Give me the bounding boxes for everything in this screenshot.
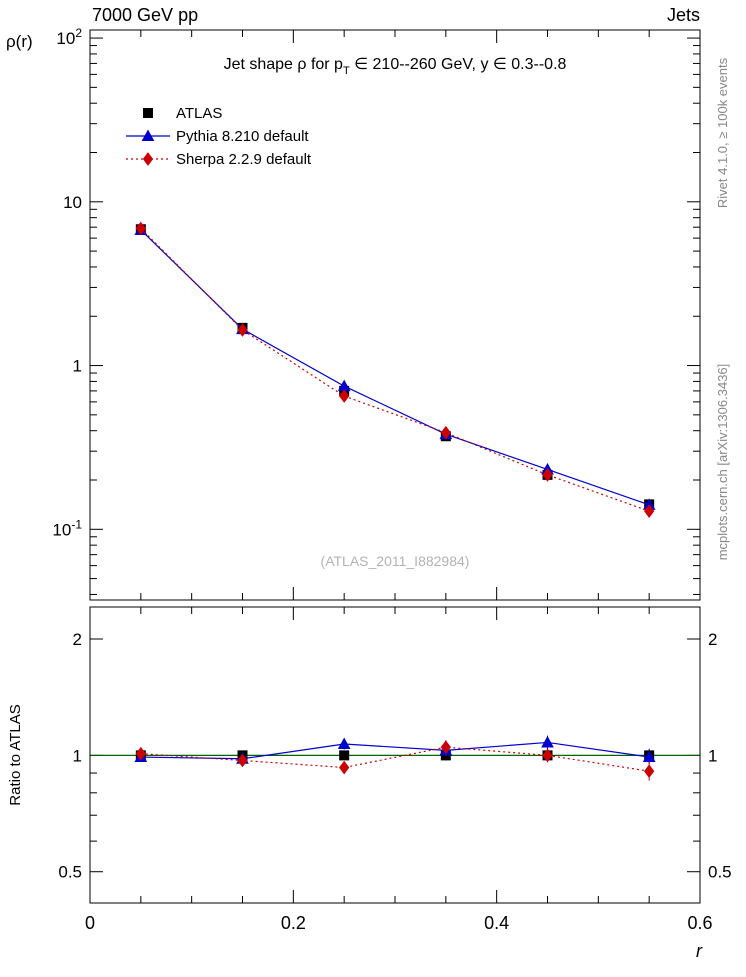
data-point-marker bbox=[237, 323, 248, 337]
series-line-ratio bbox=[140, 741, 650, 760]
plot-title-main: Jet shape ρ for p bbox=[224, 56, 343, 73]
x-tick-label: 0.2 bbox=[281, 913, 306, 933]
legend-marker bbox=[142, 152, 154, 166]
data-point-marker bbox=[644, 504, 655, 519]
y-tick-label: 10 bbox=[63, 193, 82, 212]
y-axis-label: ρ(r) bbox=[6, 32, 33, 51]
x-tick-label: 0.6 bbox=[687, 913, 712, 933]
watermark-text: (ATLAS_2011_I882984) bbox=[321, 553, 470, 569]
axes-and-data-layer: 0 0.2 0.4 0.6 102 10 1 10-1 2 2 1 1 0.5 0.5 bbox=[52, 26, 731, 933]
main-panel-frame bbox=[89, 29, 701, 601]
ratio-tick-label-left: 2 bbox=[73, 630, 82, 649]
ratio-point-marker bbox=[440, 740, 451, 755]
y-tick-label: 10-1 bbox=[52, 517, 82, 539]
plot-title-rest: ∈ 210--260 GeV, y ∈ 0.3--0.8 bbox=[350, 56, 567, 73]
top-right-title: Jets bbox=[667, 5, 700, 25]
ratio-point-marker bbox=[542, 748, 553, 763]
ratio-tick-label-right: 2 bbox=[708, 630, 717, 649]
series-line-main bbox=[140, 228, 650, 512]
legend-label-atlas: ATLAS bbox=[176, 105, 222, 122]
ratio-panel-frame bbox=[89, 606, 701, 904]
y-tick-label: 102 bbox=[56, 26, 82, 48]
ratio-tick-label-right: 0.5 bbox=[708, 863, 732, 882]
legend-label-sherpa: Sherpa 2.2.9 default bbox=[176, 151, 312, 168]
x-axis-label: r bbox=[696, 941, 703, 961]
ratio-point-marker bbox=[135, 746, 146, 761]
mcplots-citation-text: mcplots.cern.ch [arXiv:1306.3436] bbox=[715, 364, 730, 561]
plot-title: Jet shape ρ for pT ∈ 210--260 GeV, y ∈ 0… bbox=[224, 56, 567, 77]
ratio-point-marker bbox=[541, 735, 554, 748]
ratio-point-marker bbox=[642, 750, 656, 763]
ratio-tick-label-left: 1 bbox=[73, 746, 82, 765]
ratio-tick-label-right: 1 bbox=[708, 746, 717, 765]
top-left-title: 7000 GeV pp bbox=[92, 5, 198, 25]
x-tick-label: 0 bbox=[85, 913, 95, 933]
legend-marker bbox=[141, 129, 155, 141]
legend-marker bbox=[143, 108, 153, 118]
legend-label-pythia: Pythia 8.210 default bbox=[176, 128, 309, 145]
y-tick-label: 1 bbox=[73, 357, 82, 376]
x-tick-label: 0.4 bbox=[484, 913, 509, 933]
plot-title-subscript: T bbox=[343, 65, 350, 77]
series-line-ratio bbox=[140, 746, 650, 772]
data-point-marker bbox=[542, 468, 553, 482]
data-point-marker bbox=[337, 379, 351, 392]
rivet-version-text: Rivet 4.1.0, ≥ 100k events bbox=[715, 57, 730, 208]
ratio-point-marker bbox=[644, 764, 655, 779]
ratio-point-marker bbox=[339, 760, 350, 775]
data-point-marker bbox=[339, 389, 350, 403]
ratio-axis-label: Ratio to ATLAS bbox=[7, 704, 24, 805]
data-point-marker bbox=[440, 425, 451, 440]
ratio-point-marker bbox=[339, 750, 350, 761]
data-point-marker bbox=[135, 221, 146, 236]
ratio-point-marker bbox=[237, 753, 248, 768]
ratio-point-marker bbox=[337, 737, 351, 750]
series-line-main bbox=[140, 229, 650, 506]
ratio-tick-label-left: 0.5 bbox=[58, 863, 82, 882]
